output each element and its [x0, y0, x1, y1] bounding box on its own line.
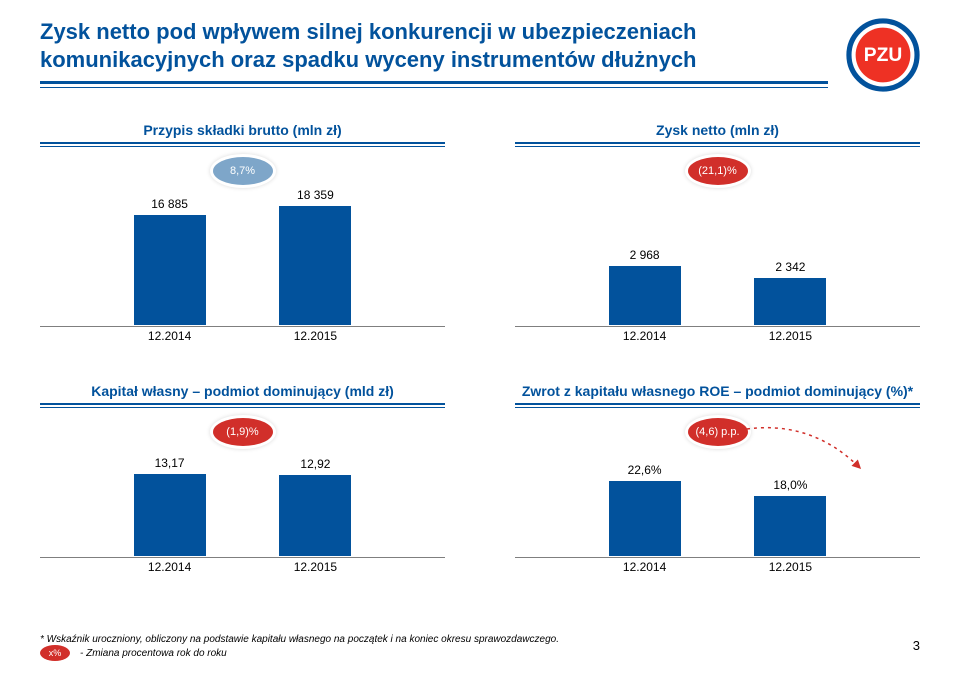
bar-value-label: 2 342 — [775, 260, 805, 274]
bar — [754, 496, 826, 556]
bar-wrap: 18,0% — [754, 478, 826, 556]
change-badge: (1,9)% — [213, 418, 273, 446]
bar-wrap: 2 342 — [754, 260, 826, 325]
chart-plot: 22,6% 18,0% 12.2014 12.2015 — [515, 456, 920, 574]
x-axis-label: 12.2015 — [754, 560, 826, 574]
bar-wrap: 18 359 — [279, 188, 351, 325]
x-axis-label: 12.2014 — [609, 329, 681, 343]
chart-plot: 13,17 12,92 12.2014 12.2015 — [40, 456, 445, 574]
bar-value-label: 18 359 — [297, 188, 334, 202]
x-axis-label: 12.2014 — [609, 560, 681, 574]
chart-block: Zysk netto (mln zł) (21,1)% 2 968 2 342 12.2… — [515, 122, 920, 343]
title-rule — [40, 81, 828, 84]
x-axis-label: 12.2014 — [134, 329, 206, 343]
change-badge: 8,7% — [213, 157, 273, 185]
chart-plot: 2 968 2 342 12.2014 12.2015 — [515, 195, 920, 343]
x-axis-label: 12.2014 — [134, 560, 206, 574]
chart-title: Kapitał własny – podmiot dominujący (mld… — [91, 383, 394, 399]
charts-grid: Przypis składki brutto (mln zł) 8,7% 16 88… — [40, 122, 920, 574]
legend: x% - Zmiana procentowa rok do roku — [40, 645, 920, 661]
bar — [754, 278, 826, 325]
chart-title: Przypis składki brutto (mln zł) — [143, 122, 341, 138]
bar — [609, 266, 681, 325]
bar-wrap: 22,6% — [609, 463, 681, 556]
footnote: * Wskaźnik uroczniony, obliczony na pods… — [40, 634, 559, 645]
chart-block: Przypis składki brutto (mln zł) 8,7% 16 88… — [40, 122, 445, 343]
bar — [134, 215, 206, 325]
bar — [134, 474, 206, 556]
chart-block: Kapitał własny – podmiot dominujący (mld… — [40, 367, 445, 574]
bar-value-label: 22,6% — [628, 463, 662, 477]
chart-plot: 16 88518 35912.201412.2015 — [40, 195, 445, 343]
bar-value-label: 16 885 — [151, 197, 188, 211]
bar-value-label: 12,92 — [300, 457, 330, 471]
legend-oval: x% — [40, 645, 70, 661]
svg-text:PZU: PZU — [864, 45, 902, 66]
bar-wrap: 12,92 — [279, 457, 351, 556]
legend-text: - Zmiana procentowa rok do roku — [80, 648, 227, 659]
change-badge: (4,6) p.p. — [688, 418, 748, 446]
chart-title: Zysk netto (mln zł) — [656, 122, 779, 138]
bar-value-label: 2 968 — [630, 248, 660, 262]
bar-value-label: 18,0% — [773, 478, 807, 492]
bar — [279, 475, 351, 556]
bar-value-label: 13,17 — [155, 456, 185, 470]
x-axis-label: 12.2015 — [279, 560, 351, 574]
title-thin-rule — [40, 87, 828, 88]
chart-block: Zwrot z kapitału własnego ROE – podmiot … — [515, 367, 920, 574]
bar-wrap: 13,17 — [134, 456, 206, 556]
change-badge: (21,1)% — [688, 157, 748, 185]
bar — [609, 481, 681, 556]
chart-title: Zwrot z kapitału własnego ROE – podmiot … — [522, 383, 913, 399]
page-number: 3 — [913, 638, 920, 653]
bar-wrap: 2 968 — [609, 248, 681, 325]
x-axis-label: 12.2015 — [754, 329, 826, 343]
page-title: Zysk netto pod wpływem silnej konkurencj… — [40, 18, 828, 73]
bar — [279, 206, 351, 325]
x-axis-label: 12.2015 — [279, 329, 351, 343]
bar-wrap: 16 885 — [134, 197, 206, 325]
pzu-logo: PZU — [846, 18, 920, 92]
